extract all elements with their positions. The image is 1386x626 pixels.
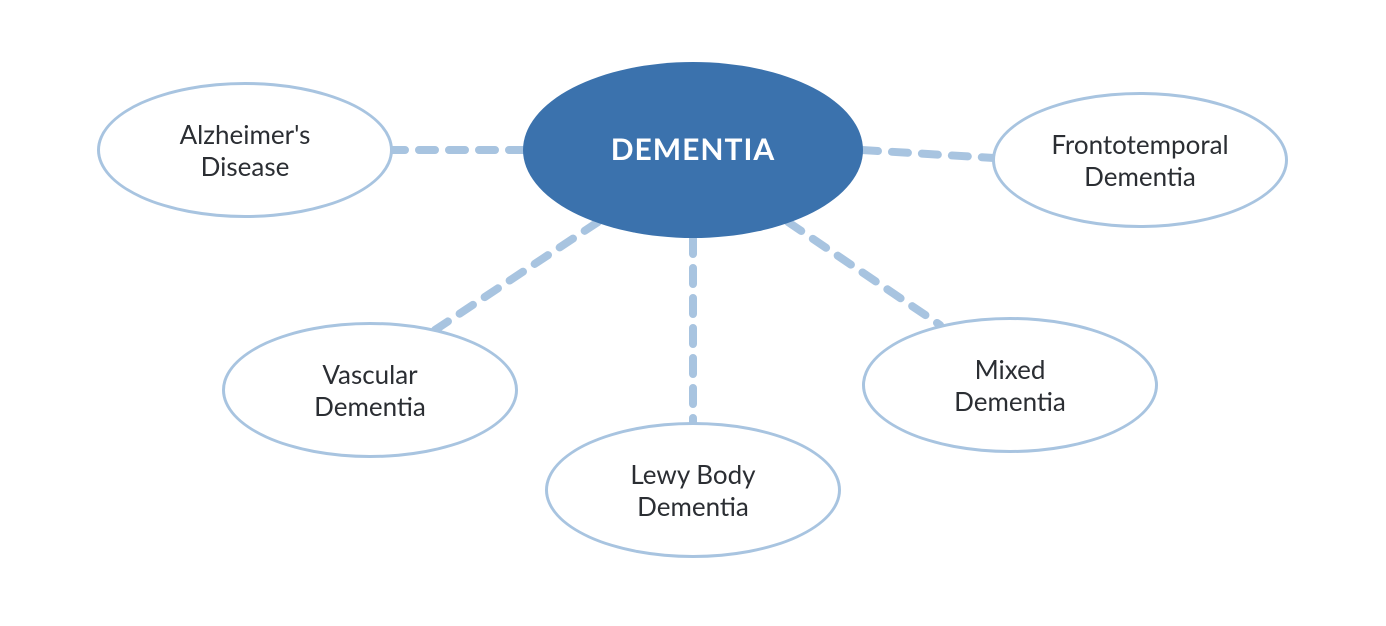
node-lewy: Lewy Body Dementia (545, 422, 841, 558)
edge-dementia-frontotemporal (862, 150, 994, 158)
node-vascular: Vascular Dementia (222, 322, 518, 458)
edge-dementia-mixed (788, 222, 940, 325)
dementia-diagram: DEMENTIA Alzheimer's Disease Frontotempora… (0, 0, 1386, 626)
node-dementia: DEMENTIA (523, 62, 863, 238)
node-label-vascular: Vascular Dementia (306, 358, 434, 423)
node-mixed: Mixed Dementia (862, 317, 1158, 453)
node-label-frontotemporal: Frontotemporal Dementia (1043, 128, 1236, 193)
node-alzheimers: Alzheimer's Disease (97, 82, 393, 218)
node-frontotemporal: Frontotemporal Dementia (992, 92, 1288, 228)
node-label-alzheimers: Alzheimer's Disease (172, 118, 319, 183)
node-label-dementia: DEMENTIA (603, 131, 784, 169)
edge-dementia-vascular (435, 222, 598, 330)
node-label-mixed: Mixed Dementia (946, 353, 1074, 418)
node-label-lewy: Lewy Body Dementia (622, 458, 763, 523)
